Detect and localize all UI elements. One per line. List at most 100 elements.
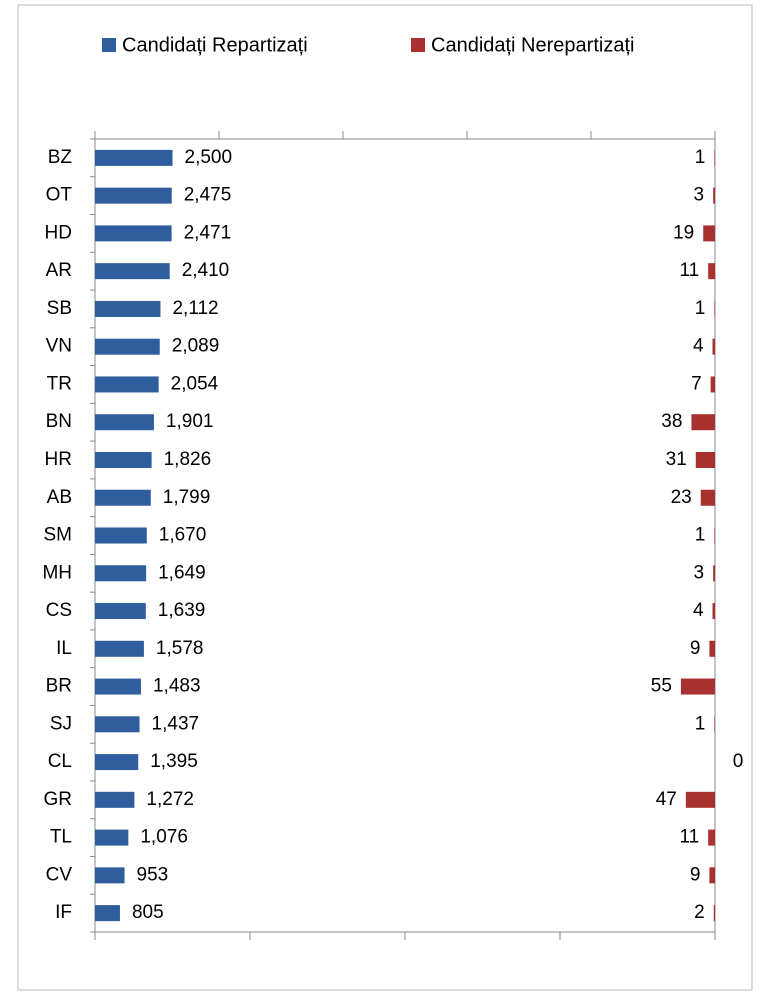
data-label: 1,649: [158, 562, 206, 583]
y-tick-label: SB: [47, 298, 72, 319]
bar: [712, 338, 715, 355]
data-label: 4: [693, 600, 704, 621]
data-label: 1: [695, 713, 706, 734]
data-label: 1,799: [163, 487, 211, 508]
bar: [95, 489, 151, 506]
bar: [95, 905, 120, 922]
bar: [708, 829, 715, 846]
bar: [95, 754, 139, 771]
data-label: 19: [673, 222, 694, 243]
y-tick-label: HR: [45, 449, 72, 470]
bar: [709, 867, 715, 884]
bar: [714, 149, 715, 166]
y-tick-label: CL: [48, 751, 72, 772]
bar: [95, 300, 161, 317]
data-label: 11: [679, 827, 699, 848]
data-label: 4: [693, 336, 704, 357]
data-label: 1,272: [146, 789, 194, 810]
y-tick-label: AR: [46, 260, 72, 281]
bar: [713, 565, 715, 582]
chart-frame: [17, 4, 753, 991]
bar: [708, 263, 715, 280]
y-tick-label: GR: [44, 789, 73, 810]
bar: [95, 414, 154, 431]
data-label: 55: [651, 676, 672, 697]
y-tick-label: TL: [50, 827, 72, 848]
data-label: 7: [691, 373, 702, 394]
bar: [680, 678, 715, 695]
data-label: 2,089: [172, 336, 220, 357]
data-label: 2,475: [184, 185, 232, 206]
bar: [95, 640, 144, 657]
bar: [95, 603, 146, 620]
y-tick-label: AB: [47, 487, 72, 508]
bar: [95, 187, 172, 204]
data-label: 47: [656, 789, 677, 810]
bar: [685, 791, 715, 808]
data-label: 2,410: [182, 260, 230, 281]
data-label: 2,500: [185, 147, 233, 168]
legend-swatch: [102, 38, 116, 52]
data-label: 953: [137, 864, 169, 885]
bar: [709, 640, 715, 657]
data-label: 2,112: [172, 298, 218, 319]
data-label: 1,670: [159, 525, 207, 546]
data-label: 38: [661, 411, 682, 432]
y-tick-label: SJ: [50, 713, 72, 734]
bar: [95, 225, 172, 242]
data-label: 2: [694, 902, 705, 923]
bar: [95, 263, 170, 280]
data-label: 1,483: [153, 676, 201, 697]
data-label: 11: [679, 260, 699, 281]
bar: [95, 716, 140, 733]
bar: [703, 225, 715, 242]
bar: [714, 716, 715, 733]
data-label: 1: [695, 525, 706, 546]
bar: [95, 376, 159, 393]
data-label: 1: [695, 298, 706, 319]
y-tick-label: VN: [46, 336, 72, 357]
data-label: 1,639: [158, 600, 206, 621]
bar: [710, 376, 715, 393]
legend-swatch: [411, 38, 425, 52]
data-label: 1,578: [156, 638, 204, 659]
y-tick-label: CV: [46, 864, 73, 885]
y-tick-label: IL: [56, 638, 72, 659]
bar: [95, 338, 160, 355]
legend-label: Candidați Nerepartizați: [431, 34, 634, 56]
bar: [713, 187, 715, 204]
bar: [95, 527, 147, 544]
data-label: 1,076: [140, 827, 188, 848]
y-tick-label: TR: [47, 373, 72, 394]
data-label: 1,901: [166, 411, 214, 432]
data-label: 1: [695, 147, 706, 168]
data-label: 1,437: [152, 713, 200, 734]
bar: [95, 451, 152, 468]
data-label: 2,471: [184, 222, 232, 243]
y-tick-label: BZ: [48, 147, 73, 168]
data-label: 805: [132, 902, 164, 923]
data-label: 9: [690, 638, 701, 659]
data-label: 1,826: [164, 449, 212, 470]
bar: [695, 451, 715, 468]
data-label: 2,054: [171, 373, 219, 394]
data-label: 23: [671, 487, 692, 508]
bar: [713, 905, 715, 922]
y-tick-label: BR: [46, 676, 72, 697]
data-label: 31: [666, 449, 687, 470]
y-tick-label: CS: [46, 600, 72, 621]
data-label: 1,395: [150, 751, 198, 772]
bar: [714, 527, 715, 544]
bar: [95, 791, 135, 808]
bar: [691, 414, 715, 431]
data-label: 0: [733, 751, 744, 772]
bar: [95, 565, 147, 582]
y-tick-label: IF: [55, 902, 72, 923]
data-label: 9: [690, 864, 701, 885]
data-label: 3: [694, 562, 705, 583]
legend-label: Candidați Repartizați: [122, 34, 308, 56]
y-tick-label: OT: [46, 185, 73, 206]
bar: [95, 829, 129, 846]
bar: [95, 867, 125, 884]
